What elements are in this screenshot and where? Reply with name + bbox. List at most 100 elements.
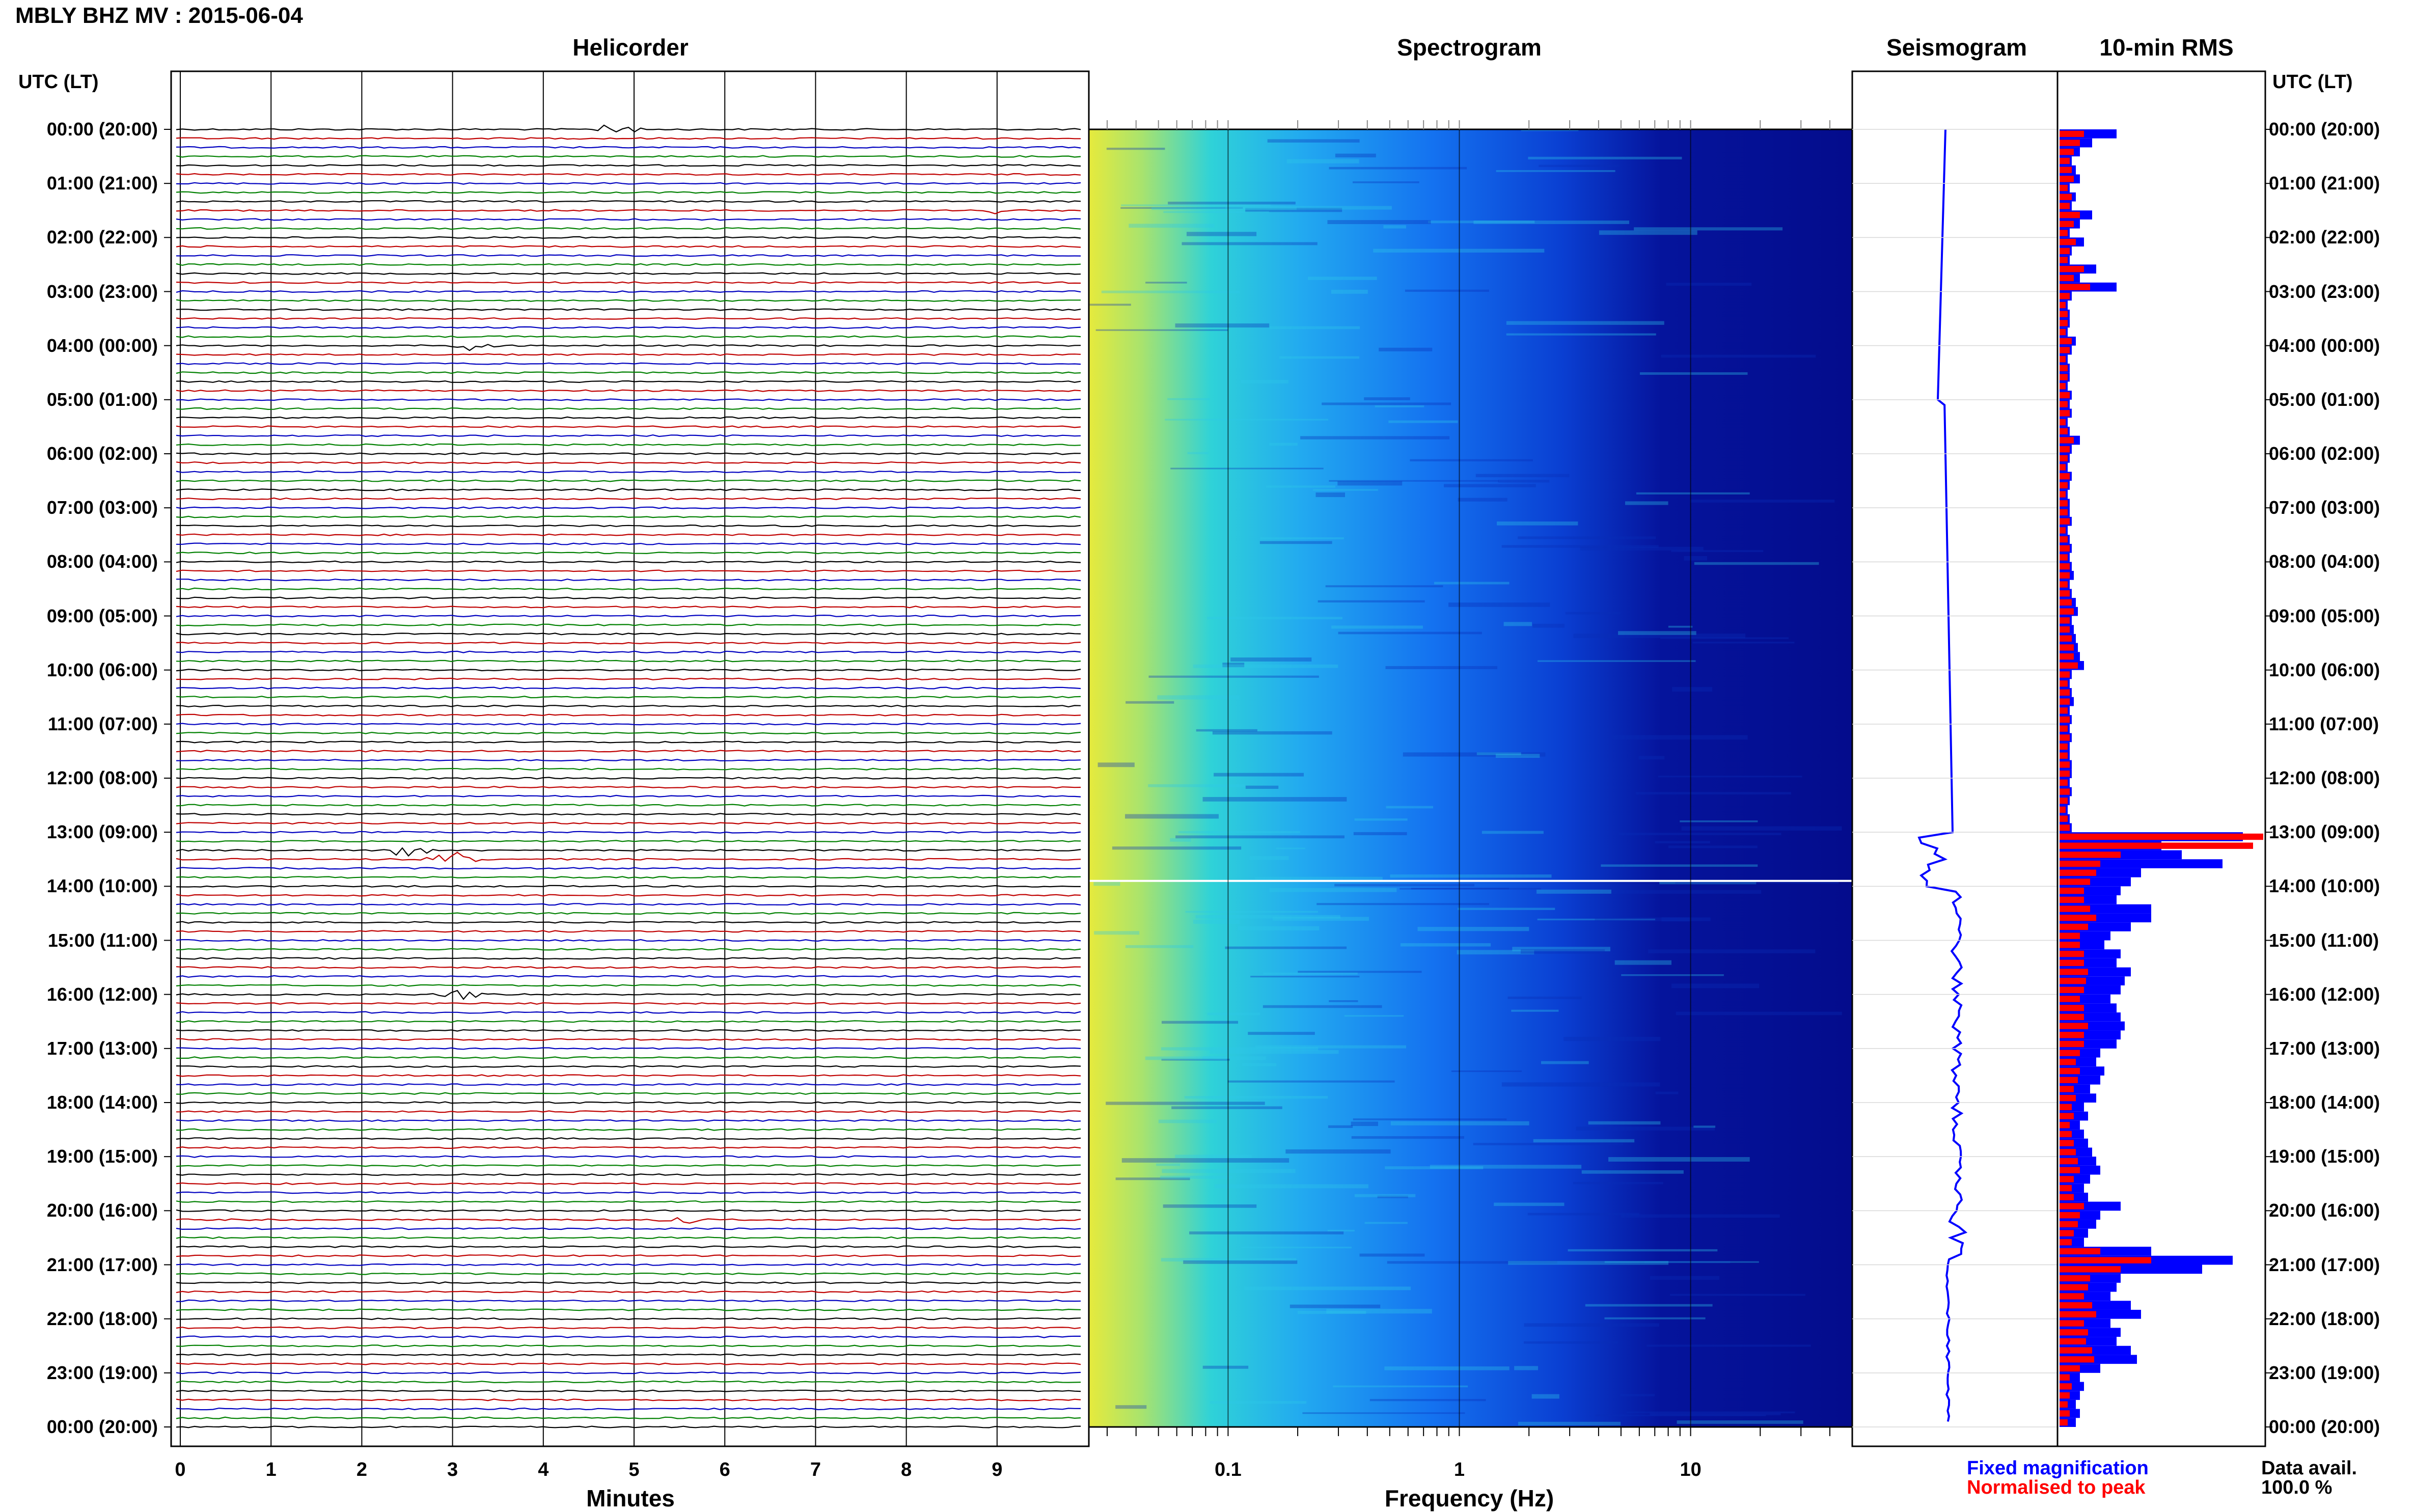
helicorder-trace xyxy=(176,975,1081,978)
spectrogram-streak xyxy=(1241,379,1288,383)
spectrogram-streak xyxy=(1411,888,1510,890)
spectrogram-streak xyxy=(1506,321,1664,325)
helicorder-trace xyxy=(176,245,1081,248)
helicorder-trace xyxy=(176,552,1081,555)
rms-bar-normalised xyxy=(2060,915,2096,921)
spectrogram-streak xyxy=(1364,1222,1408,1224)
helicorder-trace xyxy=(176,488,1081,492)
helicorder-trace xyxy=(176,425,1081,428)
helicorder-trace xyxy=(176,560,1081,563)
rms-bar-normalised xyxy=(2060,1374,2070,1381)
time-label-left: 03:00 (23:00) xyxy=(46,281,158,302)
minutes-tick-label: 7 xyxy=(810,1459,821,1480)
spectrogram-streak xyxy=(1210,1050,1339,1054)
rms-bar-normalised xyxy=(2060,328,2066,336)
helicorder-trace xyxy=(176,1011,1081,1014)
spectrogram-streak xyxy=(1532,623,1565,628)
helicorder-trace xyxy=(176,1164,1081,1167)
rms-bar-normalised xyxy=(2060,996,2080,1002)
helicorder-trace xyxy=(176,804,1081,807)
spectrogram-streak xyxy=(1565,612,1621,615)
rms-bar-normalised xyxy=(2060,878,2090,885)
rms-bar-normalised xyxy=(2060,950,2084,957)
spectrogram-streak xyxy=(1329,1000,1358,1002)
rms-bar-normalised xyxy=(2060,1140,2074,1146)
helicorder-trace xyxy=(176,124,1081,133)
helicorder-trace xyxy=(176,263,1081,266)
rms-bar-normalised xyxy=(2060,1347,2092,1354)
helicorder-trace xyxy=(176,218,1081,221)
rms-bar-normalised xyxy=(2060,707,2068,714)
spectrogram-streak xyxy=(1518,1421,1621,1425)
spectrogram-streak xyxy=(1329,167,1467,170)
helicorder-trace xyxy=(176,1119,1081,1122)
helicorder-trace xyxy=(176,894,1081,897)
spectrogram-streak xyxy=(1094,931,1140,935)
spectrogram-streak xyxy=(1327,220,1431,225)
time-label-right: 00:00 (20:00) xyxy=(2269,119,2380,140)
rms-bar-normalised xyxy=(2060,1221,2078,1228)
frequency-axis-title: Frequency (Hz) xyxy=(1384,1485,1554,1511)
helicorder-trace xyxy=(176,876,1081,879)
spectrogram-streak xyxy=(1690,500,1835,503)
spectrogram-streak xyxy=(1650,1276,1719,1280)
spectrogram-streak xyxy=(1095,329,1228,331)
spectrogram-streak xyxy=(1604,1261,1759,1263)
rms-bar-normalised xyxy=(2060,662,2078,669)
helicorder-trace xyxy=(176,686,1081,690)
rms-bar-normalised xyxy=(2060,167,2072,173)
spectrogram-streak xyxy=(1388,420,1458,423)
spectrogram-streak xyxy=(1375,405,1424,407)
helicorder-trace xyxy=(176,903,1081,906)
spectrogram-streak xyxy=(1267,139,1360,143)
spectrogram-streak xyxy=(1290,1304,1381,1308)
spectrogram-streak xyxy=(1647,1344,1811,1347)
rms-title: 10-min RMS xyxy=(2099,34,2234,61)
time-label-left: 10:00 (06:00) xyxy=(46,659,158,680)
spectrogram-streak xyxy=(1175,323,1270,328)
helicorder-trace xyxy=(176,669,1081,672)
spectrogram-streak xyxy=(1125,945,1194,948)
helicorder-trace xyxy=(176,794,1081,798)
spectrogram-streak xyxy=(1260,537,1344,540)
helicorder-trace xyxy=(176,308,1081,311)
rms-bar-normalised xyxy=(2060,969,2088,975)
spectrogram-streak xyxy=(1528,156,1682,159)
time-label-right: 11:00 (07:00) xyxy=(2269,713,2379,734)
helicorder-trace xyxy=(176,524,1081,528)
spectrogram-streak xyxy=(1451,1070,1522,1073)
spectrogram-streak xyxy=(1400,943,1491,947)
spectrogram-streak xyxy=(1156,1163,1181,1166)
spectrogram-streak xyxy=(1202,1056,1266,1060)
spectrogram-streak xyxy=(1272,917,1369,921)
rms-bar-normalised xyxy=(2060,527,2066,534)
spectrogram-streak xyxy=(1202,1365,1249,1369)
rms-bar-normalised xyxy=(2060,410,2070,417)
spectrogram-streak xyxy=(1327,1229,1355,1232)
spectrogram-streak xyxy=(1680,820,1758,822)
helicorder-trace xyxy=(176,1083,1081,1086)
helicorder-trace xyxy=(176,326,1081,329)
rms-bar-normalised xyxy=(2060,1059,2076,1065)
rms-bar-normalised xyxy=(2060,869,2096,876)
helicorder-trace xyxy=(176,389,1081,392)
helicorder-trace xyxy=(176,164,1081,167)
spectrogram-streak xyxy=(1476,752,1521,755)
spectrogram-streak xyxy=(1507,996,1582,999)
time-label-left: 21:00 (17:00) xyxy=(46,1254,158,1275)
rms-bar-normalised xyxy=(2060,221,2074,227)
rms-bar-normalised xyxy=(2060,1329,2088,1336)
page-title: MBLY BHZ MV : 2015-06-04 xyxy=(15,3,303,28)
time-label-left: 07:00 (03:00) xyxy=(46,497,158,518)
spectrogram-streak xyxy=(1626,1411,1795,1414)
spectrogram-streak xyxy=(1210,1401,1307,1404)
spectrogram-streak xyxy=(1175,835,1345,839)
helicorder-trace xyxy=(176,1353,1081,1357)
rms-bar-normalised xyxy=(2060,626,2070,633)
helicorder-trace xyxy=(176,1416,1081,1419)
helicorder-trace xyxy=(176,1389,1081,1392)
rms-bar-normalised xyxy=(2060,806,2066,813)
helicorder-trace xyxy=(176,173,1081,176)
helicorder-trace xyxy=(176,623,1081,626)
spectrogram-streak xyxy=(1585,1304,1713,1307)
